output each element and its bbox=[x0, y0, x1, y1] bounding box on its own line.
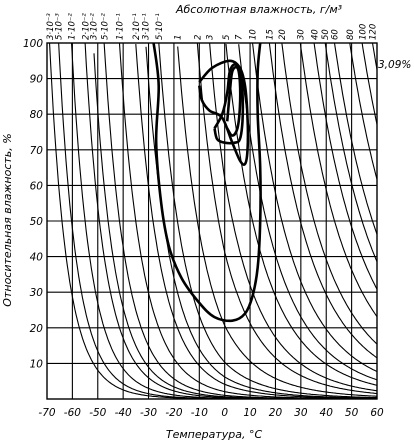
abs-humidity-curve bbox=[209, 43, 377, 392]
abs-humidity-curve bbox=[324, 43, 377, 262]
abs-humidity-curve bbox=[252, 43, 377, 372]
abs-humidity-curve bbox=[225, 44, 377, 386]
y-tick-label: 80 bbox=[30, 109, 44, 121]
y-tick-labels: 10 20 30 40 50 60 70 80 90 100 bbox=[23, 38, 43, 370]
abs-humidity-curve bbox=[158, 43, 377, 399]
x-tick-label: 40 bbox=[320, 407, 334, 419]
top-tick-label: 40 bbox=[310, 29, 320, 40]
abs-humidity-curve bbox=[145, 46, 377, 399]
abs-humidity-curve bbox=[333, 43, 377, 235]
abs-humidity-curve bbox=[371, 43, 377, 70]
contour-line bbox=[152, 43, 262, 323]
top-tick-label: 50 bbox=[321, 29, 331, 40]
x-tick-label: -10 bbox=[191, 407, 208, 419]
y-tick-label: 50 bbox=[30, 216, 44, 228]
y-tick-label: 30 bbox=[30, 287, 44, 299]
top-tick-label: 5·10⁻¹ bbox=[155, 13, 165, 40]
top-tick-label: 3·10⁻³ bbox=[46, 13, 56, 40]
abs-humidity-curve bbox=[268, 43, 377, 359]
y-tick-label: 40 bbox=[30, 252, 44, 264]
y-tick-label: 10 bbox=[30, 358, 44, 370]
x-tick-label: 60 bbox=[370, 407, 384, 419]
x-tick-label: 30 bbox=[294, 407, 308, 419]
top-tick-labels: 3·10⁻³5·10⁻³ 1·10⁻² 2·10⁻²3·10⁻² 5·10⁻² 1·10… bbox=[46, 13, 379, 40]
abs-humidity-curve bbox=[349, 43, 377, 180]
y-tick-label: 20 bbox=[30, 323, 44, 335]
x-tick-label: -70 bbox=[38, 407, 55, 419]
x-tick-label: 20 bbox=[269, 407, 283, 419]
top-tick-label: 1·10⁻² bbox=[68, 13, 78, 40]
x-tick-label: -30 bbox=[140, 407, 157, 419]
top-tick-label: 7 bbox=[235, 34, 245, 40]
top-tick-label: 5·10⁻³ bbox=[55, 13, 65, 40]
top-tick-label: 5 bbox=[222, 35, 232, 40]
top-tick-label: 1·10⁻¹ bbox=[116, 13, 126, 40]
top-tick-label: 100 bbox=[358, 24, 368, 40]
x-tick-label: -60 bbox=[64, 407, 81, 419]
top-tick-label: 5·10⁻² bbox=[100, 13, 110, 40]
contour-lines bbox=[152, 43, 262, 323]
top-tick-label: 2 bbox=[194, 35, 204, 40]
y-axis-title: Относительная влажность, % bbox=[1, 133, 14, 306]
abs-humidity-curve bbox=[313, 43, 377, 290]
top-tick-label: 3 bbox=[206, 35, 216, 40]
abs-humidity-curve bbox=[177, 46, 377, 397]
y-tick-label: 90 bbox=[30, 74, 44, 86]
absolute-humidity-curves bbox=[49, 43, 377, 399]
y-tick-label: 100 bbox=[23, 38, 43, 50]
top-tick-label: 120 bbox=[369, 24, 379, 40]
x-tick-label: 50 bbox=[345, 407, 359, 419]
x-axis-title: Температура, °С bbox=[166, 428, 263, 441]
contour-line bbox=[198, 59, 250, 166]
top-tick-label: 2·10⁻² bbox=[81, 13, 91, 40]
y-tick-label: 60 bbox=[30, 180, 44, 192]
top-tick-label: 60 bbox=[331, 29, 341, 40]
contour-line bbox=[225, 65, 242, 137]
abs-humidity-curve bbox=[70, 43, 377, 399]
grid-lines bbox=[47, 43, 377, 399]
x-tick-label: 0 bbox=[221, 407, 228, 419]
top-tick-label: 1 bbox=[174, 35, 184, 40]
abs-humidity-curve bbox=[299, 43, 377, 317]
top-axis-title: Абсолютная влажность, г/м³ bbox=[175, 3, 343, 16]
y-tick-label: 70 bbox=[30, 145, 44, 157]
abs-humidity-curve bbox=[135, 44, 377, 399]
contour-line bbox=[213, 63, 245, 145]
top-tick-label: 10 bbox=[249, 29, 259, 40]
top-tick-label: 3·10⁻¹ bbox=[142, 13, 152, 40]
x-tick-label: -50 bbox=[89, 407, 106, 419]
top-tick-label: 80 bbox=[346, 29, 356, 40]
annotation-label: 3,09% bbox=[378, 59, 411, 71]
x-tick-label: -40 bbox=[115, 407, 132, 419]
x-tick-label: -20 bbox=[165, 407, 182, 419]
abs-humidity-curve bbox=[196, 43, 377, 395]
abs-humidity-curve bbox=[361, 43, 377, 125]
top-tick-label: 2·10⁻¹ bbox=[132, 13, 142, 40]
top-tick-label: 20 bbox=[278, 29, 288, 40]
top-tick-label: 15 bbox=[265, 29, 275, 40]
x-tick-label: 10 bbox=[243, 407, 257, 419]
plot-frame bbox=[46, 42, 378, 400]
x-tick-labels: -70 -60 -50 -40 -30 -20 -10 0 10 20 30 40 50 60 bbox=[38, 407, 384, 419]
abs-humidity-curve bbox=[281, 43, 377, 345]
top-tick-label: 30 bbox=[296, 29, 306, 40]
top-tick-label: 3·10⁻² bbox=[90, 13, 100, 40]
